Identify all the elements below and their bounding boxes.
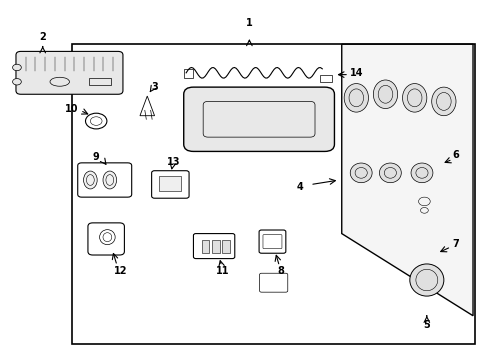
Text: 6: 6 (452, 150, 458, 160)
Bar (319, 75, 331, 82)
Bar (222, 240, 229, 252)
FancyBboxPatch shape (16, 51, 122, 94)
Text: 10: 10 (65, 104, 79, 113)
Text: 4: 4 (296, 182, 303, 192)
Text: 5: 5 (423, 320, 429, 330)
FancyBboxPatch shape (183, 87, 334, 152)
Text: 14: 14 (349, 68, 362, 78)
Text: 13: 13 (167, 157, 181, 167)
Ellipse shape (344, 84, 368, 112)
Ellipse shape (379, 163, 401, 183)
Text: 11: 11 (215, 266, 229, 276)
Ellipse shape (410, 163, 432, 183)
Bar (89, 78, 111, 85)
Ellipse shape (349, 163, 371, 183)
Ellipse shape (13, 64, 21, 71)
Bar (72, 44, 474, 344)
Bar (211, 240, 219, 252)
Text: 1: 1 (245, 18, 252, 28)
Bar (201, 240, 209, 252)
Ellipse shape (409, 264, 443, 296)
Ellipse shape (13, 78, 21, 85)
Ellipse shape (103, 171, 116, 189)
Text: 7: 7 (452, 239, 458, 249)
Text: 9: 9 (93, 152, 100, 162)
Text: 8: 8 (277, 266, 284, 276)
Bar (183, 69, 193, 78)
Text: 12: 12 (114, 266, 127, 276)
Polygon shape (341, 44, 472, 316)
Ellipse shape (83, 171, 97, 189)
Ellipse shape (431, 87, 455, 116)
Ellipse shape (402, 84, 426, 112)
Text: 3: 3 (151, 82, 158, 92)
Bar (159, 176, 181, 191)
Text: 2: 2 (39, 32, 46, 42)
Ellipse shape (372, 80, 397, 109)
